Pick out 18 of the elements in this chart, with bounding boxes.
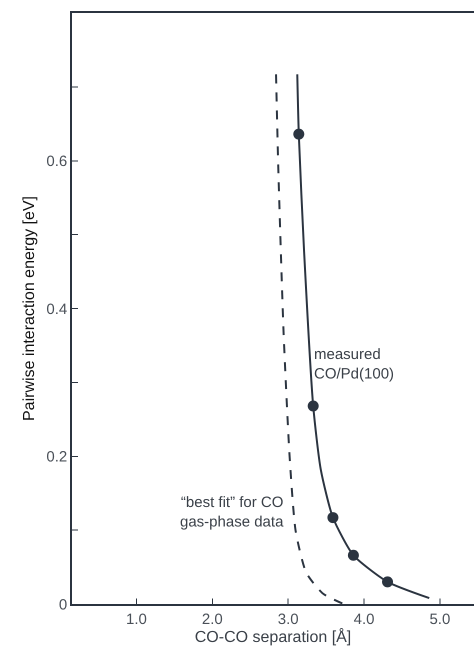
point <box>348 550 359 561</box>
x-axis-title: CO-CO separation [Å] <box>194 628 352 646</box>
x-tick-label: 5.0 <box>429 610 450 628</box>
x-tick-label: 1.0 <box>126 610 147 628</box>
x-tick-label: 4.0 <box>354 610 374 628</box>
y-tick-label: 0 <box>58 596 68 614</box>
annotation: “best fit” for CO gas-phase data <box>180 494 284 530</box>
point <box>327 512 338 524</box>
x-tick-label: 3.0 <box>278 610 299 628</box>
x-tick-label: 2.0 <box>202 610 223 628</box>
point <box>293 128 304 140</box>
y-tick-label: 0.2 <box>46 448 68 466</box>
annotation: measured CO/Pd(100) <box>314 346 394 382</box>
point <box>382 576 394 588</box>
y-axis-title: Pairwise interaction energy [eV] <box>20 196 38 421</box>
y-tick-label: 0.4 <box>46 300 68 318</box>
point <box>308 400 319 412</box>
y-tick-label: 0.6 <box>46 153 68 170</box>
